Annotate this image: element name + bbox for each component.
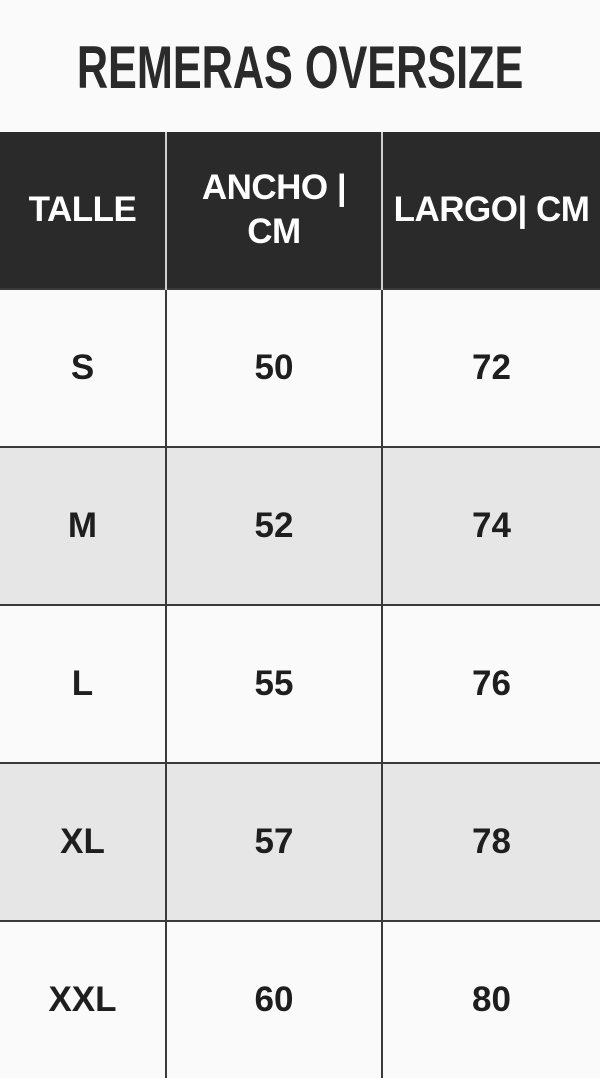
- cell-size: M: [0, 446, 167, 606]
- cell-length: 80: [381, 920, 600, 1078]
- table-row: XL 57 78: [0, 762, 600, 922]
- table-row: L 55 76: [0, 604, 600, 764]
- cell-width: 52: [165, 446, 383, 606]
- title-area: REMERAS OVERSIZE: [0, 0, 600, 132]
- cell-size: XL: [0, 762, 167, 922]
- cell-size: S: [0, 288, 167, 448]
- header-row: TALLE ANCHO | CM LARGO| CM: [0, 132, 600, 289]
- cell-width: 57: [165, 762, 383, 922]
- cell-length: 72: [381, 288, 600, 448]
- table-row: XXL 60 80: [0, 920, 600, 1078]
- header-ancho: ANCHO | CM: [165, 132, 382, 289]
- cell-length: 76: [381, 604, 600, 764]
- table-row: S 50 72: [0, 288, 600, 448]
- cell-size: L: [0, 604, 167, 764]
- header-talle: TALLE: [0, 132, 166, 289]
- cell-width: 50: [165, 288, 383, 448]
- cell-length: 74: [381, 446, 600, 606]
- cell-length: 78: [381, 762, 600, 922]
- size-chart-table: TALLE ANCHO | CM LARGO| CM S 50 72 M 52 …: [0, 132, 600, 1078]
- header-largo: LARGO| CM: [381, 132, 600, 289]
- cell-width: 55: [165, 604, 383, 764]
- table-row: M 52 74: [0, 446, 600, 606]
- page-title: REMERAS OVERSIZE: [76, 34, 524, 101]
- cell-width: 60: [165, 920, 383, 1078]
- cell-size: XXL: [0, 920, 167, 1078]
